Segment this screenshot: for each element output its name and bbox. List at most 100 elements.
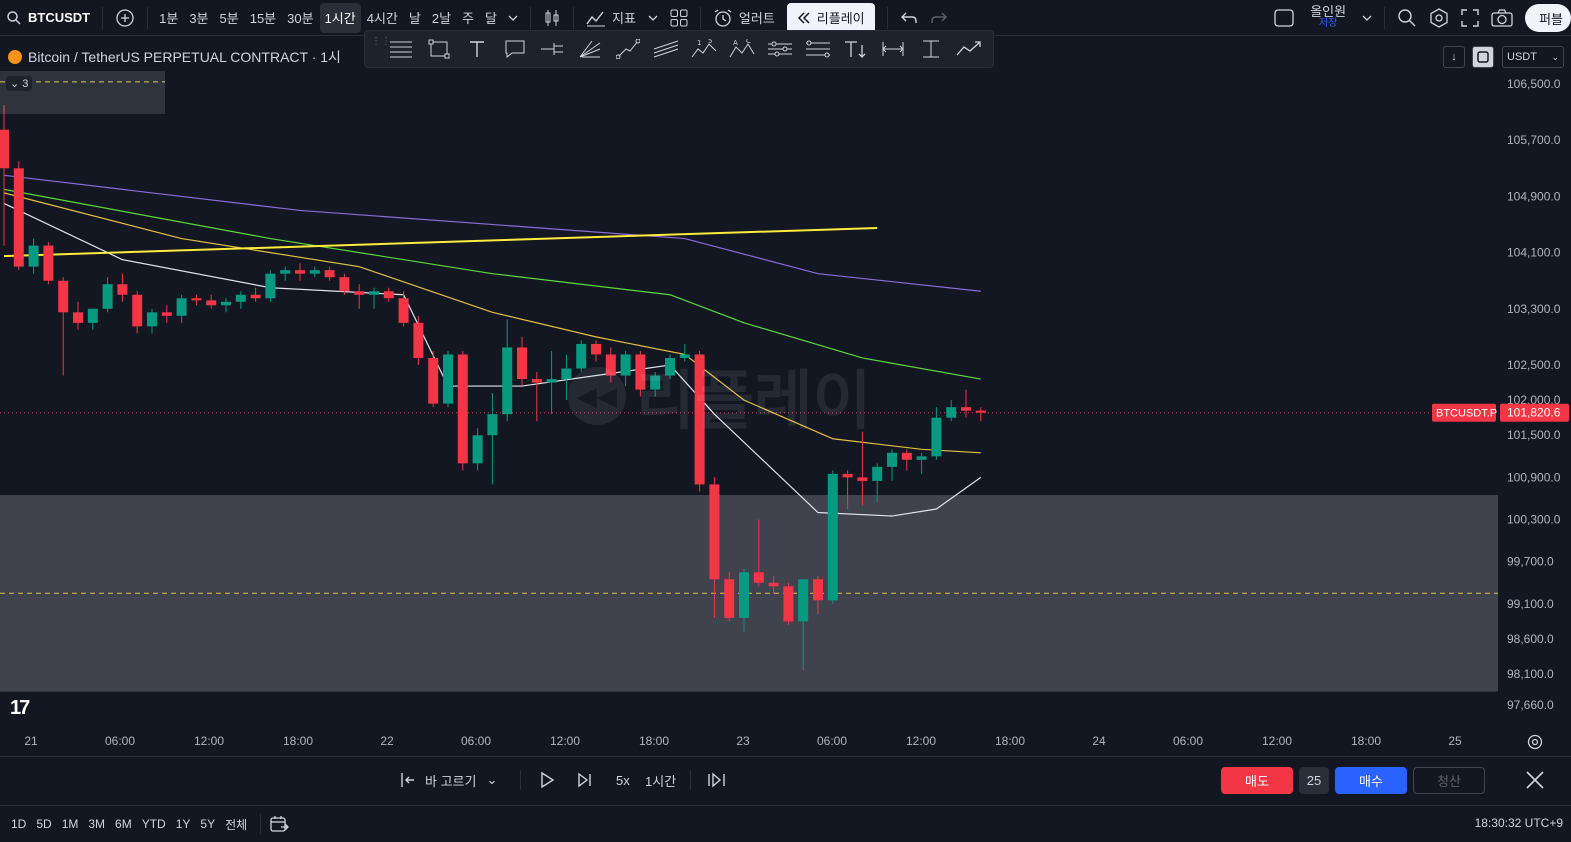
alert-button[interactable]: 얼러트 <box>707 0 781 36</box>
fullscreen-button[interactable] <box>1455 0 1485 36</box>
candle-body[interactable] <box>324 270 335 278</box>
line-ma-green[interactable] <box>3 188 981 380</box>
drag-handle-icon[interactable]: ⋮⋮ <box>371 36 391 47</box>
line-ma-white[interactable] <box>3 202 982 517</box>
candle-body[interactable] <box>620 354 631 376</box>
rectangle-tool[interactable] <box>421 34 457 64</box>
close-icon[interactable] <box>1524 769 1546 791</box>
interval-10[interactable]: 달 <box>485 11 497 26</box>
interval-8[interactable]: 2날 <box>431 11 452 26</box>
candle-body[interactable] <box>354 291 365 295</box>
indicator-count-toggle[interactable]: ⌄ 3 <box>6 76 33 91</box>
candle-body[interactable] <box>872 466 883 481</box>
trend-path-tool[interactable] <box>951 34 987 64</box>
date-range-tool[interactable] <box>875 34 911 64</box>
speed-button[interactable]: 5x <box>616 768 630 792</box>
range-1d[interactable]: 1D <box>11 817 27 831</box>
play-button[interactable] <box>538 768 556 792</box>
candle-body[interactable] <box>901 452 912 460</box>
candle-body[interactable] <box>309 270 320 274</box>
range-5d[interactable]: 5D <box>36 817 52 831</box>
candle-body[interactable] <box>916 456 927 460</box>
interval-dropdown[interactable] <box>502 0 524 36</box>
layouts-button[interactable] <box>664 0 694 36</box>
candle-body[interactable] <box>295 270 305 274</box>
price-axis[interactable]: 106,500.0 105,700.0 104,900.0 104,100.0 103,… <box>1498 37 1571 752</box>
line-ma-purple[interactable] <box>3 174 981 292</box>
layout-dropdown[interactable] <box>1356 0 1378 36</box>
candle-body[interactable] <box>339 277 350 292</box>
candle-body[interactable] <box>975 410 986 413</box>
regression-tool[interactable] <box>648 34 684 64</box>
quantity-field[interactable]: 25 <box>1299 767 1329 794</box>
candle-body[interactable] <box>206 300 217 306</box>
candle-body[interactable] <box>709 484 720 580</box>
candle-body[interactable] <box>694 354 705 485</box>
candle-body[interactable] <box>0 129 9 169</box>
candle-body[interactable] <box>517 347 527 380</box>
anchored-text-tool[interactable] <box>838 34 874 64</box>
interval-9[interactable]: 주 <box>462 11 475 26</box>
compare-button[interactable] <box>109 0 141 36</box>
interval-2[interactable]: 5분 <box>219 11 239 26</box>
candle-body[interactable] <box>531 379 542 383</box>
range-5y[interactable]: 5Y <box>200 817 216 831</box>
range-1y[interactable]: 1Y <box>175 817 191 831</box>
candle-body[interactable] <box>117 284 128 295</box>
interval-5[interactable]: 1시간 <box>319 2 361 33</box>
line-ma-yellow[interactable] <box>3 192 981 454</box>
candle-body[interactable] <box>443 354 453 404</box>
candle-body[interactable] <box>132 294 143 327</box>
candle-body[interactable] <box>650 375 661 390</box>
candle-body[interactable] <box>87 308 98 323</box>
undo-button[interactable] <box>894 0 924 36</box>
candle-body[interactable] <box>753 572 764 583</box>
range-1m[interactable]: 1M <box>61 817 79 831</box>
candle-body[interactable] <box>605 354 616 376</box>
redo-button[interactable] <box>924 0 954 36</box>
candle-body[interactable] <box>665 357 675 376</box>
candle-body[interactable] <box>842 473 853 478</box>
candle-body[interactable] <box>783 586 794 622</box>
candle-body[interactable] <box>176 298 187 316</box>
candle-body[interactable] <box>369 291 379 295</box>
candle-body[interactable] <box>635 354 646 390</box>
long-position-tool[interactable] <box>535 34 571 64</box>
interval-3[interactable]: 15분 <box>249 11 277 26</box>
candle-body[interactable] <box>472 435 483 464</box>
price-range-tool[interactable] <box>762 34 798 64</box>
candle-body[interactable] <box>931 417 942 457</box>
settings-button[interactable] <box>1423 0 1455 36</box>
indicators-button[interactable]: 지표 <box>580 0 642 36</box>
candle-body[interactable] <box>413 322 424 358</box>
interval-6[interactable]: 4시간 <box>366 11 398 26</box>
candle-body[interactable] <box>813 579 823 601</box>
price-chart[interactable]: BTCUSDT.P <box>0 37 1498 752</box>
interval-7[interactable]: 날 <box>408 11 421 26</box>
fullscreen-mode-button[interactable] <box>1268 0 1300 36</box>
candle-body[interactable] <box>58 280 69 313</box>
candle-body[interactable] <box>43 245 54 281</box>
date-range-button[interactable] <box>269 814 290 834</box>
candle-body[interactable] <box>887 452 897 467</box>
currency-select[interactable]: USDT ⌄ <box>1502 46 1564 68</box>
fib-fan-tool[interactable] <box>572 34 608 64</box>
parallel-channel-tool[interactable] <box>800 34 836 64</box>
quick-search-button[interactable] <box>1391 0 1423 36</box>
candle-body[interactable] <box>457 354 468 464</box>
price-date-range-tool[interactable] <box>913 34 949 64</box>
candle-body[interactable] <box>576 343 587 369</box>
candle-body[interactable] <box>383 291 394 299</box>
range-6m[interactable]: 6M <box>115 817 132 831</box>
range-전체[interactable]: 전체 <box>225 817 248 832</box>
candle-body[interactable] <box>102 284 113 309</box>
select-bar-button[interactable]: 바 고르기 ⌄ <box>399 768 497 792</box>
candle-body[interactable] <box>73 312 83 323</box>
candle-body[interactable] <box>13 168 24 267</box>
candle-body[interactable] <box>679 354 690 358</box>
callout-tool[interactable] <box>497 34 533 64</box>
screenshot-button[interactable] <box>1485 0 1519 36</box>
path-tool[interactable] <box>610 34 646 64</box>
